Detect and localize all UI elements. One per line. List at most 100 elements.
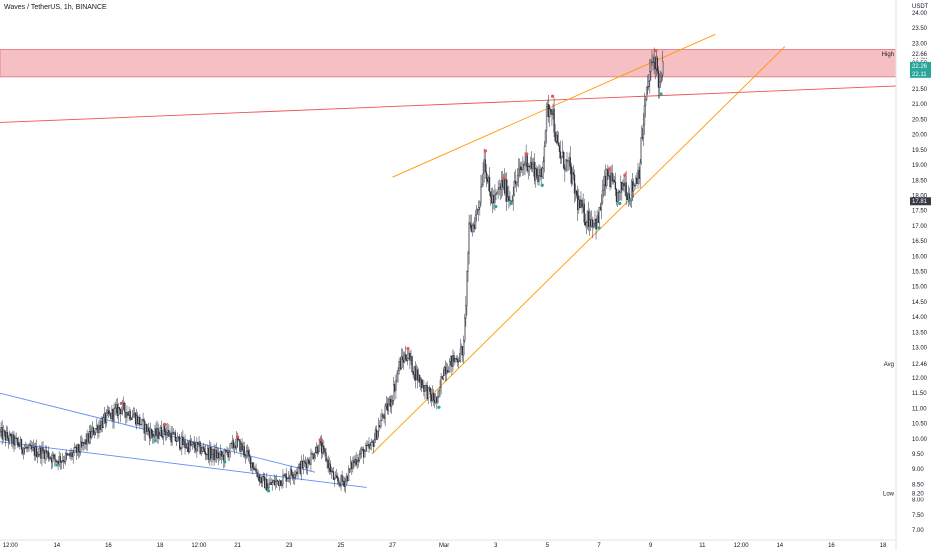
candle-body — [25, 446, 27, 449]
candle — [20, 438, 23, 455]
candle-body — [46, 451, 48, 454]
candle — [322, 438, 324, 458]
candle-body — [111, 409, 113, 419]
candle — [281, 479, 283, 489]
candle — [520, 161, 522, 177]
candle-body — [651, 61, 653, 63]
candle — [488, 167, 491, 196]
candle — [274, 476, 277, 490]
candle-body — [44, 450, 46, 459]
candle-body — [250, 456, 252, 468]
candle-body — [364, 451, 366, 458]
candle — [261, 475, 264, 488]
candle — [536, 165, 538, 179]
candle — [384, 403, 386, 427]
candle-body — [142, 419, 144, 421]
candle — [442, 368, 444, 381]
candle — [294, 470, 296, 485]
candle-body — [34, 446, 37, 456]
candle-body — [536, 168, 538, 176]
candle-body — [114, 407, 116, 409]
candle-body — [54, 454, 56, 460]
time-axis[interactable]: 12:00 14 16 18 12:00 21 23 25 27 Mar 3 5 7 9 11 12:00 14… — [3, 543, 887, 549]
candle — [160, 420, 163, 438]
candle — [474, 210, 477, 230]
candle-body — [554, 132, 556, 142]
sell-signal-marker — [119, 401, 123, 405]
candle-body — [274, 481, 277, 485]
candle-body — [478, 207, 480, 211]
candle — [307, 456, 309, 476]
price-axis-panel[interactable] — [896, 0, 932, 540]
candle-body — [215, 449, 217, 459]
candle-body — [270, 482, 272, 485]
candle — [457, 357, 459, 368]
candle-body — [99, 425, 101, 430]
candle-body — [82, 442, 84, 446]
candle-body — [266, 478, 268, 491]
candle — [365, 442, 367, 452]
candle-body — [89, 431, 92, 439]
candle-body — [437, 396, 439, 403]
candle-body — [617, 190, 620, 193]
candle-body — [293, 476, 295, 478]
candle — [218, 451, 221, 462]
candle-body — [381, 414, 383, 421]
candle — [229, 443, 231, 458]
candle-body — [438, 390, 440, 397]
candle-body — [370, 441, 372, 446]
candle — [549, 104, 551, 127]
candle-body — [440, 376, 442, 388]
candle-body — [78, 451, 81, 453]
candle-body — [390, 401, 393, 407]
candle — [557, 131, 560, 147]
candle-body — [608, 175, 610, 177]
candle-body — [540, 169, 542, 178]
candle-body — [188, 441, 191, 453]
candle-body — [572, 172, 575, 176]
time-tick-label: 5 — [546, 543, 550, 549]
candle-body — [566, 159, 568, 162]
candle — [600, 194, 603, 220]
resistance-trendline[interactable] — [0, 85, 897, 123]
candle-body — [312, 453, 314, 459]
candle-body — [384, 405, 386, 419]
candle — [447, 366, 450, 373]
price-tag-background — [910, 69, 931, 78]
sell-signal-marker — [318, 438, 322, 442]
candle — [560, 156, 563, 164]
candle-body — [61, 460, 64, 462]
candle-body — [191, 442, 194, 445]
candle-body — [484, 159, 486, 172]
candle-body — [259, 477, 262, 482]
candle-body — [185, 447, 187, 449]
candle-body — [493, 195, 495, 203]
candle-body — [565, 159, 567, 171]
candle-body — [182, 436, 184, 445]
candle-body — [268, 484, 270, 489]
candle — [545, 102, 548, 144]
candle-body — [609, 175, 611, 188]
candle-body — [495, 193, 497, 195]
candle-body — [369, 445, 371, 449]
price-tick-label: 21.50 — [912, 87, 928, 93]
candle-body — [255, 468, 257, 473]
price-tag-text: Low — [883, 492, 895, 498]
candle-body — [548, 104, 550, 118]
candle-body — [284, 473, 286, 476]
candle — [166, 426, 168, 441]
descending-channel-lower[interactable] — [0, 441, 367, 488]
candle-body — [307, 459, 309, 469]
candle-body — [32, 446, 35, 448]
candle — [376, 430, 379, 441]
candle-body — [170, 433, 172, 443]
candle-body — [311, 453, 313, 455]
candle-body — [432, 393, 435, 401]
candle-body — [4, 431, 7, 441]
candle-body — [124, 402, 126, 413]
candle — [17, 436, 19, 448]
price-tick-label: 15.50 — [912, 270, 928, 276]
candle-body — [559, 151, 562, 159]
candle-body — [171, 432, 173, 443]
